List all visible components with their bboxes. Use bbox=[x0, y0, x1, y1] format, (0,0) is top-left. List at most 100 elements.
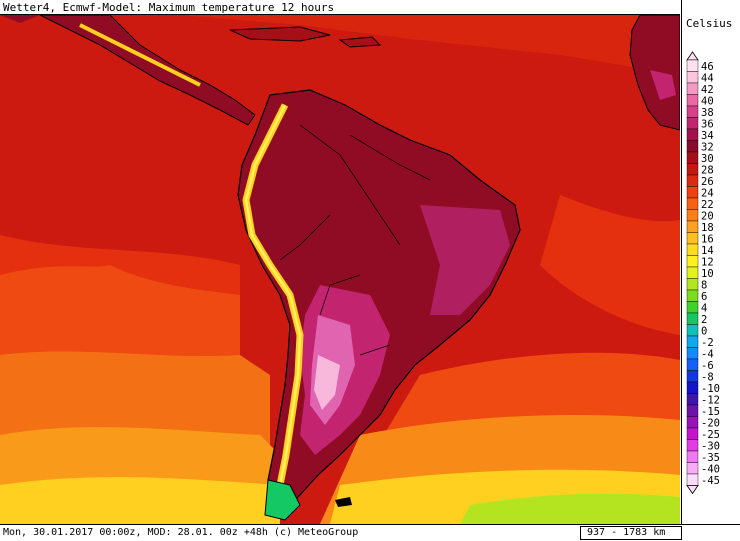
legend-tick-label: 2 bbox=[701, 314, 707, 326]
map-title: Wetter4, Ecmwf-Model: Maximum temperatur… bbox=[3, 1, 335, 14]
legend-tick-label: -25 bbox=[701, 429, 720, 441]
legend-swatch bbox=[686, 209, 699, 222]
legend-swatch bbox=[686, 473, 699, 486]
legend-swatch bbox=[686, 243, 699, 256]
legend-swatch bbox=[686, 404, 699, 417]
ocean-atlantic-green-band bbox=[460, 493, 680, 524]
legend-tick-label: 44 bbox=[701, 73, 714, 85]
temperature-map-canvas bbox=[0, 15, 680, 524]
legend-swatch bbox=[686, 266, 699, 279]
legend-tick-label: 20 bbox=[701, 211, 714, 223]
brazil-highlands-hot-zone bbox=[420, 205, 510, 315]
map-scale: 937 - 1783 km bbox=[580, 526, 682, 540]
legend-swatch bbox=[686, 289, 699, 302]
legend-tick-label: 26 bbox=[701, 176, 714, 188]
legend-swatch bbox=[686, 450, 699, 463]
legend-swatch bbox=[686, 186, 699, 199]
legend-swatch bbox=[686, 439, 699, 452]
legend-swatch bbox=[686, 220, 699, 233]
legend-tick-label: -40 bbox=[701, 464, 720, 476]
legend-tick-label: -6 bbox=[701, 360, 714, 372]
legend-swatch bbox=[686, 370, 699, 383]
falkland-islands bbox=[335, 497, 352, 507]
title-bar: Wetter4, Ecmwf-Model: Maximum temperatur… bbox=[0, 0, 680, 15]
legend-tick-label: -30 bbox=[701, 441, 720, 453]
legend-scale: 4644424038363432302826242220181614121086… bbox=[686, 51, 720, 495]
legend-arrow-max bbox=[686, 51, 699, 61]
legend-swatch bbox=[686, 427, 699, 440]
legend-swatch bbox=[686, 335, 699, 348]
legend-swatch bbox=[686, 105, 699, 118]
legend-swatch bbox=[686, 301, 699, 314]
legend-tick-label: 14 bbox=[701, 245, 714, 257]
legend-tick-label: 34 bbox=[701, 130, 714, 142]
legend-tick-label: 36 bbox=[701, 119, 714, 131]
legend-swatch bbox=[686, 94, 699, 107]
legend-swatch bbox=[686, 462, 699, 475]
ocean-north-band bbox=[0, 15, 680, 75]
legend-tick-label: 6 bbox=[701, 291, 707, 303]
central-america-landmass bbox=[39, 15, 256, 126]
temperature-legend: Celsius 46 44 42 40 38 36 34 32 30 28 26 24 22 20 18 16… bbox=[681, 0, 740, 524]
forecast-timestamp: Mon, 30.01.2017 00:00z, MOD: 28.01. 00z … bbox=[3, 527, 359, 538]
legend-swatch bbox=[686, 117, 699, 130]
legend-tick-label: 32 bbox=[701, 142, 714, 154]
legend-tick-label: 8 bbox=[701, 280, 707, 292]
legend-swatch bbox=[686, 174, 699, 187]
legend-tick-label: 24 bbox=[701, 188, 714, 200]
temperature-map[interactable] bbox=[0, 15, 680, 524]
legend-tick-label: 16 bbox=[701, 234, 714, 246]
map-scale-label: 937 - 1783 km bbox=[587, 527, 666, 538]
legend-tick-label: -12 bbox=[701, 395, 720, 407]
caribbean-island-cuba bbox=[229, 26, 331, 42]
legend-tick-label: 40 bbox=[701, 96, 714, 108]
legend-swatch bbox=[686, 232, 699, 245]
ocean-atlantic-mid-band bbox=[540, 195, 680, 335]
andes-peak-line bbox=[244, 104, 302, 486]
legend-tick-label: 38 bbox=[701, 107, 714, 119]
legend-tick-label: 12 bbox=[701, 257, 714, 269]
africa-hot-zone bbox=[650, 70, 676, 100]
legend-tick-label: -15 bbox=[701, 406, 720, 418]
legend-swatch bbox=[686, 151, 699, 164]
legend-swatch bbox=[686, 140, 699, 153]
legend-tick-label: 10 bbox=[701, 268, 714, 280]
legend-tick-label: -20 bbox=[701, 418, 720, 430]
central-america-highlands bbox=[79, 23, 201, 87]
legend-swatch bbox=[686, 358, 699, 371]
mexico-coast-fragment bbox=[0, 15, 40, 23]
legend-swatch bbox=[686, 324, 699, 337]
legend-tick-label: 18 bbox=[701, 222, 714, 234]
legend-tick-label: 4 bbox=[701, 303, 707, 315]
legend-arrow-min bbox=[686, 485, 699, 495]
legend-tick-label: 42 bbox=[701, 84, 714, 96]
legend-tick-label: 30 bbox=[701, 153, 714, 165]
legend-swatch bbox=[686, 59, 699, 72]
legend-swatch bbox=[686, 163, 699, 176]
legend-swatch bbox=[686, 347, 699, 360]
legend-tick-label: 28 bbox=[701, 165, 714, 177]
legend-tick-label: 0 bbox=[701, 326, 707, 338]
legend-swatch bbox=[686, 416, 699, 429]
legend-swatch bbox=[686, 197, 699, 210]
legend-swatch bbox=[686, 278, 699, 291]
legend-swatch bbox=[686, 255, 699, 268]
status-bar: Mon, 30.01.2017 00:00z, MOD: 28.01. 00z … bbox=[0, 524, 740, 541]
ocean-pacific-yellow-band bbox=[0, 477, 280, 524]
legend-tick-label: -8 bbox=[701, 372, 714, 384]
legend-unit-label: Celsius bbox=[686, 17, 733, 30]
legend-tick-label: -2 bbox=[701, 337, 714, 349]
legend-swatch bbox=[686, 381, 699, 394]
pampas-extreme-heat-zone bbox=[314, 355, 340, 410]
legend-swatch bbox=[686, 71, 699, 84]
legend-swatch bbox=[686, 393, 699, 406]
legend-tick-label: -45 bbox=[701, 475, 720, 487]
legend-tick-label: -4 bbox=[701, 349, 714, 361]
legend-swatch bbox=[686, 128, 699, 141]
tierra-del-fuego bbox=[264, 479, 301, 521]
legend-swatch bbox=[686, 312, 699, 325]
legend-tick-label: -10 bbox=[701, 383, 720, 395]
legend-tick-label: 22 bbox=[701, 199, 714, 211]
legend-tick-label: -35 bbox=[701, 452, 720, 464]
